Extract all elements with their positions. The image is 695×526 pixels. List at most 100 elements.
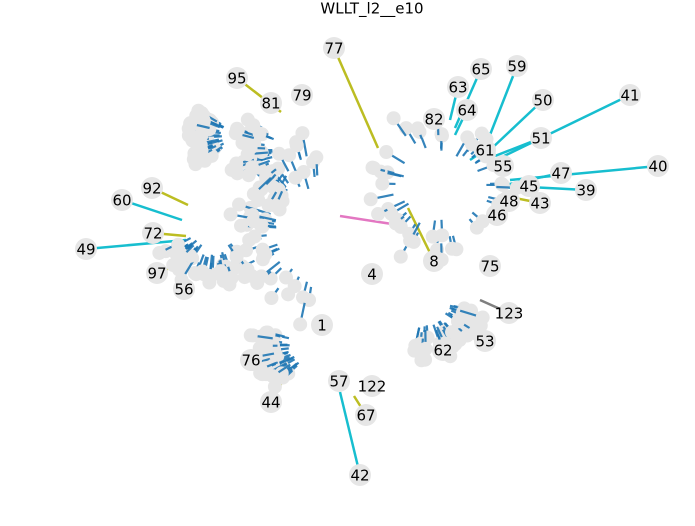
node-label: 1 bbox=[317, 317, 327, 335]
node-label: 65 bbox=[471, 61, 490, 79]
node-label: 47 bbox=[551, 165, 570, 183]
node bbox=[224, 270, 239, 285]
node-label: 95 bbox=[227, 70, 246, 88]
node bbox=[619, 84, 641, 106]
node bbox=[435, 228, 450, 243]
node-label: 97 bbox=[147, 265, 166, 283]
node bbox=[550, 162, 572, 184]
node-label: 40 bbox=[648, 158, 667, 176]
node bbox=[474, 330, 496, 352]
node bbox=[223, 207, 238, 222]
node-label: 56 bbox=[174, 281, 193, 299]
node-label: 44 bbox=[261, 394, 280, 412]
node bbox=[75, 238, 97, 260]
node-label: 92 bbox=[142, 180, 161, 198]
node bbox=[255, 242, 270, 257]
node bbox=[174, 249, 189, 264]
node-label: 79 bbox=[292, 87, 311, 105]
node-label: 77 bbox=[324, 40, 343, 58]
node bbox=[361, 263, 383, 285]
node bbox=[245, 160, 260, 175]
node bbox=[349, 464, 371, 486]
node bbox=[183, 116, 198, 131]
edge bbox=[338, 391, 362, 476]
node bbox=[309, 150, 324, 165]
node bbox=[432, 339, 454, 361]
node bbox=[355, 404, 377, 426]
node bbox=[268, 347, 283, 362]
node bbox=[234, 218, 249, 233]
node bbox=[386, 111, 401, 126]
edge bbox=[85, 238, 187, 251]
node bbox=[530, 127, 552, 149]
node bbox=[229, 156, 244, 171]
node bbox=[486, 204, 508, 226]
node bbox=[279, 270, 294, 285]
node-label: 45 bbox=[519, 178, 538, 196]
node bbox=[423, 250, 445, 272]
node bbox=[532, 89, 554, 111]
node-label: 72 bbox=[143, 225, 162, 243]
node-label: 63 bbox=[448, 79, 467, 97]
node bbox=[475, 214, 490, 229]
node-label: 60 bbox=[112, 192, 131, 210]
node bbox=[111, 189, 133, 211]
node bbox=[288, 170, 303, 185]
node bbox=[194, 143, 209, 158]
node-label: 59 bbox=[507, 58, 526, 76]
node-label: 49 bbox=[76, 241, 95, 259]
node bbox=[246, 186, 261, 201]
node bbox=[361, 375, 383, 397]
node bbox=[450, 314, 465, 329]
node-label: 75 bbox=[480, 258, 499, 276]
node bbox=[393, 249, 408, 264]
node bbox=[498, 302, 520, 324]
node bbox=[252, 126, 267, 141]
node bbox=[470, 58, 492, 80]
node bbox=[423, 108, 445, 130]
node bbox=[492, 155, 514, 177]
node bbox=[291, 84, 313, 106]
node bbox=[240, 349, 262, 371]
node-label: 8 bbox=[429, 253, 439, 271]
node-label: 61 bbox=[475, 142, 494, 160]
node bbox=[141, 177, 163, 199]
node-label: 42 bbox=[350, 467, 369, 485]
node bbox=[196, 113, 211, 128]
node bbox=[295, 126, 310, 141]
node bbox=[393, 219, 408, 234]
node-label: 122 bbox=[358, 378, 387, 396]
node bbox=[260, 391, 282, 413]
node bbox=[445, 325, 460, 340]
node bbox=[296, 290, 311, 305]
node bbox=[293, 317, 308, 332]
node bbox=[152, 245, 167, 260]
node bbox=[260, 92, 282, 114]
edge bbox=[499, 93, 631, 160]
node-label: 81 bbox=[261, 95, 280, 113]
node bbox=[518, 175, 540, 197]
node bbox=[371, 207, 386, 222]
node bbox=[146, 262, 168, 284]
node bbox=[267, 379, 282, 394]
node-label: 48 bbox=[499, 193, 518, 211]
node-label: 39 bbox=[576, 182, 595, 200]
node bbox=[253, 218, 268, 233]
node bbox=[366, 161, 381, 176]
node bbox=[226, 67, 248, 89]
node bbox=[418, 341, 433, 356]
node-label: 4 bbox=[367, 266, 377, 284]
node-label: 55 bbox=[493, 158, 512, 176]
node-label: 67 bbox=[356, 407, 375, 425]
node bbox=[474, 126, 489, 141]
node-label: 46 bbox=[487, 207, 506, 225]
edge bbox=[332, 47, 380, 149]
node-label: 62 bbox=[433, 342, 452, 360]
node bbox=[375, 176, 390, 191]
node bbox=[289, 138, 304, 153]
node-label: 76 bbox=[241, 352, 260, 370]
node bbox=[363, 192, 378, 207]
node bbox=[213, 264, 228, 279]
